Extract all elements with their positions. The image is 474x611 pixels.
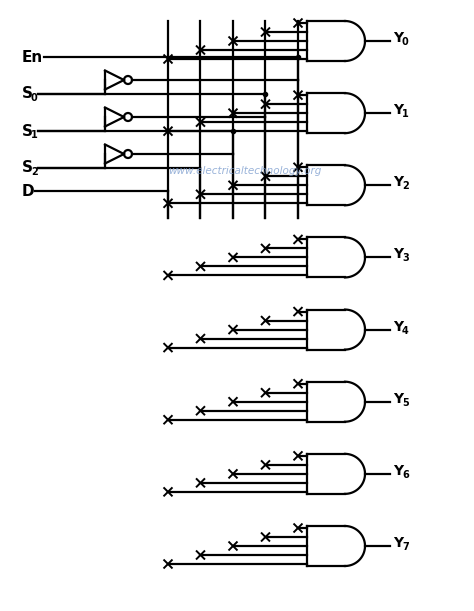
- Text: 4: 4: [402, 326, 409, 335]
- Text: 6: 6: [402, 470, 409, 480]
- Text: S: S: [22, 87, 33, 101]
- Text: 1: 1: [402, 109, 409, 119]
- Text: Y: Y: [393, 103, 403, 117]
- Text: Y: Y: [393, 175, 403, 189]
- Text: Y: Y: [393, 536, 403, 550]
- Text: Y: Y: [393, 247, 403, 262]
- Text: Y: Y: [393, 464, 403, 478]
- Text: 2: 2: [402, 181, 409, 191]
- Text: S: S: [22, 123, 33, 139]
- Text: D: D: [22, 183, 35, 199]
- Text: 1: 1: [31, 130, 38, 140]
- Text: 3: 3: [402, 254, 409, 263]
- Text: www.electricaltechnology.org: www.electricaltechnology.org: [168, 166, 322, 176]
- Text: 5: 5: [402, 398, 409, 408]
- Text: 7: 7: [402, 542, 409, 552]
- Text: S: S: [22, 161, 33, 175]
- Text: Y: Y: [393, 392, 403, 406]
- Text: Y: Y: [393, 31, 403, 45]
- Text: Y: Y: [393, 320, 403, 334]
- Text: En: En: [22, 49, 43, 65]
- Text: 2: 2: [31, 167, 38, 177]
- Text: 0: 0: [31, 93, 38, 103]
- Text: 0: 0: [402, 37, 409, 47]
